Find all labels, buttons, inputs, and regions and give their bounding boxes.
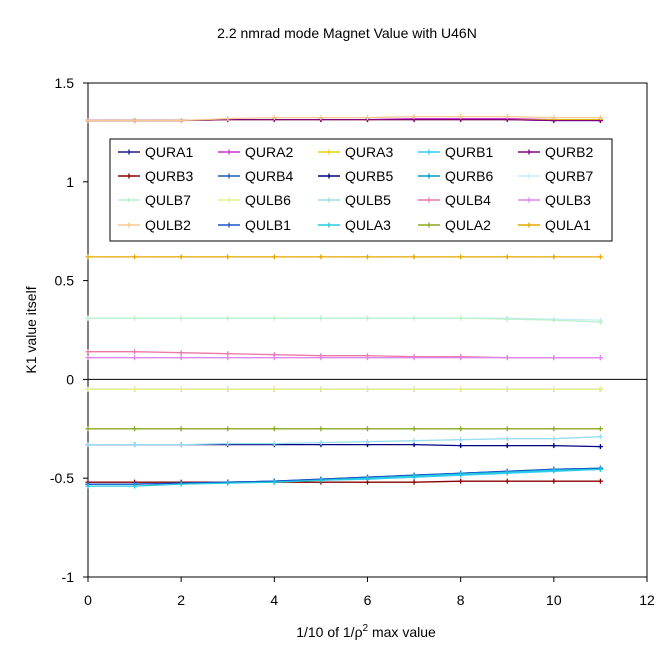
legend-item-qula1: QULA1 (518, 217, 591, 233)
legend-item-qurb5: QURB5 (318, 168, 393, 184)
axes: -1 -0.5 0 0.5 1 1.5 0 2 4 6 8 10 12 (50, 75, 655, 608)
chart-title: 2.2 nmrad mode Magnet Value with U46N (217, 25, 477, 41)
series-qulb3 (85, 355, 603, 361)
legend-label: QURB3 (145, 168, 193, 184)
legend-item-qura2: QURA2 (218, 144, 293, 160)
series-layer (85, 114, 603, 489)
series-line (88, 468, 601, 487)
y-tick-label: 1.5 (55, 75, 75, 91)
y-tick-label: 0 (66, 371, 74, 387)
x-tick-label: 12 (639, 592, 655, 608)
y-tick-label: -1 (62, 569, 75, 585)
series-line (88, 480, 601, 483)
series-qula3 (85, 466, 603, 489)
series-qulb7 (85, 315, 603, 325)
legend: QURA1 QURA2 QURA3 QURB1 QURB2 QURB3 QURB4 QURB5… (109, 138, 613, 242)
legend-item-qulb6: QULB6 (218, 192, 291, 208)
series-qula2 (85, 426, 603, 432)
x-tick-label: 0 (84, 592, 92, 608)
x-tick-label: 4 (270, 592, 278, 608)
x-axis-title-tail: max value (368, 624, 436, 640)
x-axis-title-sup: 2 (363, 623, 369, 634)
legend-label: QULA1 (545, 217, 591, 233)
legend-item-qulb2: QULB2 (118, 217, 191, 233)
legend-item-qurb7: QURB7 (518, 168, 593, 184)
legend-item-qura1: QURA1 (118, 144, 193, 160)
legend-item-qula2: QULA2 (418, 217, 491, 233)
legend-label: QULB2 (145, 217, 191, 233)
x-tick-label: 10 (546, 592, 562, 608)
legend-item-qurb6: QURB6 (418, 168, 493, 184)
legend-item-qulb5: QULB5 (318, 192, 391, 208)
legend-label: QURB4 (245, 168, 293, 184)
legend-item-qura3: QURA3 (318, 144, 393, 160)
legend-label: QURA2 (245, 144, 293, 160)
x-tick-label: 2 (177, 592, 185, 608)
legend-item-qurb3: QURB3 (118, 168, 193, 184)
legend-label: QULB6 (245, 192, 291, 208)
legend-item-qurb2: QURB2 (518, 144, 593, 160)
legend-label: QULB7 (145, 192, 191, 208)
legend-item-qulb4: QULB4 (418, 192, 491, 208)
legend-label: QULB3 (545, 192, 591, 208)
x-axis-title-main: 1/10 of 1/ρ (296, 624, 362, 640)
legend-item-qurb1: QURB1 (418, 144, 493, 160)
y-axis-title: K1 value itself (23, 286, 39, 373)
y-tick-label: 0.5 (55, 273, 75, 289)
legend-label: QURB6 (445, 168, 493, 184)
legend-label: QULA2 (445, 217, 491, 233)
series-line (88, 436, 601, 446)
legend-label: QURB5 (345, 168, 393, 184)
legend-label: QULB1 (245, 217, 291, 233)
legend-item-qulb1: QULB1 (218, 217, 291, 233)
legend-items: QURA1 QURA2 QURA3 QURB1 QURB2 QURB3 QURB4 QURB5… (118, 144, 593, 233)
series-qula1 (85, 254, 603, 260)
y-tick-label: -0.5 (50, 470, 74, 486)
series-line (88, 467, 601, 485)
x-tick-label: 8 (457, 592, 465, 608)
legend-label: QURA1 (145, 144, 193, 160)
series-line (88, 115, 601, 122)
x-tick-label: 6 (364, 592, 372, 608)
legend-label: QULB4 (445, 192, 491, 208)
legend-label: QURB1 (445, 144, 493, 160)
legend-item-qula3: QULA3 (318, 217, 391, 233)
legend-label: QURA3 (345, 144, 393, 160)
legend-box (109, 138, 613, 242)
legend-label: QULA3 (345, 217, 391, 233)
x-axis-title: 1/10 of 1/ρ2 max value (296, 623, 436, 640)
legend-item-qurb4: QURB4 (218, 168, 293, 184)
legend-label: QULB5 (345, 192, 391, 208)
series-line (88, 317, 601, 323)
legend-item-qulb3: QULB3 (518, 192, 591, 208)
legend-label: QURB7 (545, 168, 593, 184)
legend-item-qulb7: QULB7 (118, 192, 191, 208)
series-qulb6 (85, 386, 603, 392)
legend-label: QURB2 (545, 144, 593, 160)
series-qulb2 (85, 114, 603, 124)
series-qulb5 (85, 434, 603, 448)
y-tick-label: 1 (66, 174, 74, 190)
